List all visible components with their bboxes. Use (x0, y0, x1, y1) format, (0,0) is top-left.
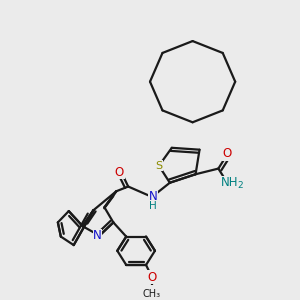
Text: N: N (148, 190, 157, 203)
Text: NH: NH (220, 176, 238, 189)
Text: O: O (147, 271, 157, 284)
Text: 2: 2 (237, 181, 243, 190)
Text: CH₃: CH₃ (143, 290, 161, 299)
Text: O: O (115, 166, 124, 179)
Text: N: N (93, 229, 102, 242)
Text: H: H (149, 201, 157, 212)
Text: S: S (155, 161, 163, 171)
Text: O: O (223, 147, 232, 160)
